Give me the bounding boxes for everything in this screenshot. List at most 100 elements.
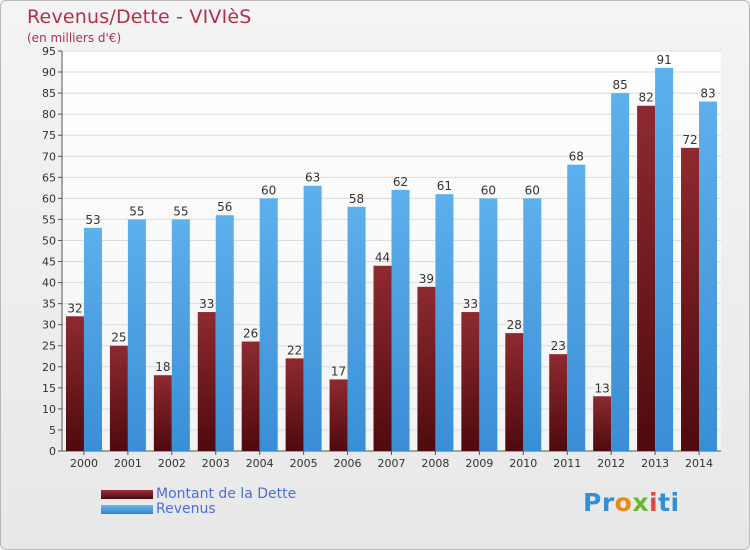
data-label-revenus: 56 — [217, 200, 232, 214]
bar-revenus — [259, 198, 278, 451]
bar-dette — [65, 316, 84, 451]
chart-title: Revenus/Dette - VIVIèS — [27, 6, 252, 28]
data-label-dette: 44 — [375, 251, 390, 265]
bar-dette — [593, 396, 612, 451]
x-tick-label: 2009 — [465, 457, 493, 470]
bar-revenus — [83, 227, 102, 451]
bar-dette — [461, 312, 480, 451]
x-tick-label: 2005 — [290, 457, 318, 470]
data-label-dette: 23 — [551, 339, 566, 353]
x-tick-label: 2001 — [114, 457, 142, 470]
legend-swatch-revenus — [101, 505, 153, 514]
data-label-revenus: 60 — [261, 183, 276, 197]
y-tick-label: 85 — [42, 87, 56, 100]
data-label-revenus: 60 — [525, 183, 540, 197]
bar-revenus — [303, 185, 322, 451]
y-tick-label: 55 — [42, 213, 56, 226]
bar-dette — [241, 341, 260, 451]
x-tick-label: 2008 — [421, 457, 449, 470]
bar-revenus — [655, 67, 674, 451]
data-label-dette: 28 — [507, 318, 522, 332]
legend-swatch-dette — [101, 490, 153, 499]
x-tick-label: 2011 — [553, 457, 581, 470]
y-tick-label: 60 — [42, 192, 56, 205]
x-tick-label: 2006 — [334, 457, 362, 470]
data-label-revenus: 62 — [393, 175, 408, 189]
data-label-revenus: 58 — [349, 192, 364, 206]
bar-revenus — [611, 93, 630, 452]
logo-part: x — [632, 488, 649, 517]
bar-dette — [681, 147, 700, 451]
data-label-revenus: 55 — [129, 204, 144, 218]
logo-part: o — [614, 488, 633, 517]
y-tick-label: 75 — [42, 129, 56, 142]
data-label-revenus: 91 — [656, 53, 671, 67]
data-label-dette: 32 — [67, 301, 82, 315]
data-label-dette: 13 — [595, 381, 610, 395]
bar-revenus — [435, 194, 454, 451]
bar-revenus — [347, 206, 366, 451]
data-label-dette: 33 — [463, 297, 478, 311]
y-tick-label: 35 — [42, 298, 56, 311]
data-label-dette: 25 — [111, 331, 126, 345]
legend-label-revenus: Revenus — [156, 501, 216, 517]
bar-revenus — [391, 189, 410, 451]
y-tick-label: 25 — [42, 340, 56, 353]
bar-revenus — [479, 198, 498, 451]
data-label-revenus: 61 — [437, 179, 452, 193]
x-tick-label: 2003 — [202, 457, 230, 470]
data-label-revenus: 83 — [700, 87, 715, 101]
data-label-dette: 22 — [287, 343, 302, 357]
bar-dette — [637, 105, 656, 451]
x-tick-label: 2014 — [685, 457, 713, 470]
y-tick-label: 20 — [42, 361, 56, 374]
legend-item-revenus: Revenus — [101, 501, 401, 518]
x-tick-label: 2004 — [246, 457, 274, 470]
y-tick-label: 5 — [49, 424, 56, 437]
bar-dette — [329, 379, 348, 451]
data-label-revenus: 68 — [569, 150, 584, 164]
data-label-dette: 33 — [199, 297, 214, 311]
x-tick-label: 2002 — [158, 457, 186, 470]
bar-revenus — [127, 219, 146, 451]
bar-dette — [373, 265, 392, 451]
logo-part: Pr — [583, 488, 615, 517]
data-label-revenus: 63 — [305, 171, 320, 185]
y-tick-label: 10 — [42, 403, 56, 416]
y-tick-label: 65 — [42, 171, 56, 184]
bar-dette — [285, 358, 304, 451]
bar-dette — [417, 286, 436, 451]
y-tick-label: 30 — [42, 319, 56, 332]
bar-dette — [153, 375, 172, 451]
x-tick-label: 2012 — [597, 457, 625, 470]
data-label-revenus: 85 — [613, 78, 628, 92]
bar-revenus — [171, 219, 190, 451]
chart-subtitle: (en milliers d'€) — [27, 31, 122, 45]
y-tick-label: 0 — [49, 445, 56, 458]
data-label-dette: 26 — [243, 327, 258, 341]
bar-dette — [549, 354, 568, 451]
data-label-revenus: 60 — [481, 183, 496, 197]
y-tick-label: 45 — [42, 256, 56, 269]
y-tick-label: 80 — [42, 108, 56, 121]
data-label-revenus: 55 — [173, 204, 188, 218]
bar-dette — [505, 333, 524, 451]
data-label-dette: 82 — [638, 91, 653, 105]
x-tick-label: 2007 — [378, 457, 406, 470]
bar-revenus — [567, 164, 586, 451]
logo-part: ti — [658, 488, 680, 517]
bar-revenus — [523, 198, 542, 451]
y-tick-label: 70 — [42, 150, 56, 163]
x-tick-label: 2010 — [509, 457, 537, 470]
data-label-dette: 17 — [331, 364, 346, 378]
x-tick-label: 2000 — [70, 457, 98, 470]
bar-dette — [109, 345, 128, 451]
logo-part: i — [648, 488, 659, 517]
y-tick-label: 40 — [42, 277, 56, 290]
bar-revenus — [699, 101, 718, 452]
y-tick-label: 50 — [42, 234, 56, 247]
data-label-dette: 39 — [419, 272, 434, 286]
data-label-dette: 72 — [682, 133, 697, 147]
